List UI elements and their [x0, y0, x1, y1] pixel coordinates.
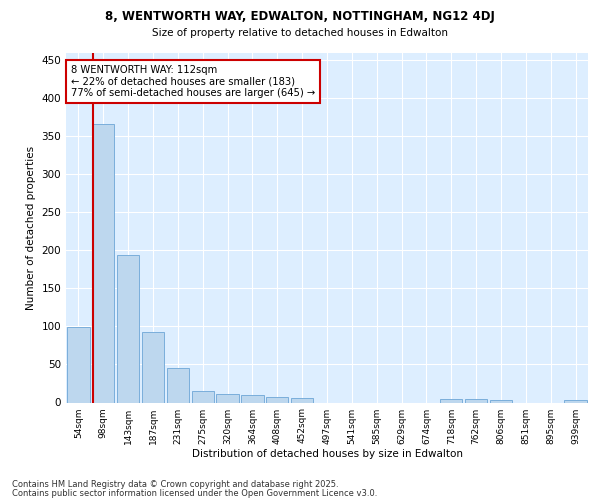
Text: Contains public sector information licensed under the Open Government Licence v3: Contains public sector information licen…: [12, 490, 377, 498]
Text: Contains HM Land Registry data © Crown copyright and database right 2025.: Contains HM Land Registry data © Crown c…: [12, 480, 338, 489]
Bar: [465, 400, 487, 402]
Text: 8 WENTWORTH WAY: 112sqm
← 22% of detached houses are smaller (183)
77% of semi-d: 8 WENTWORTH WAY: 112sqm ← 22% of detache…: [71, 64, 316, 98]
Bar: [241, 395, 263, 402]
Bar: [490, 400, 512, 402]
X-axis label: Distribution of detached houses by size in Edwalton: Distribution of detached houses by size …: [191, 450, 463, 460]
Bar: [191, 391, 214, 402]
Bar: [167, 368, 189, 402]
Bar: [142, 332, 164, 402]
Bar: [117, 255, 139, 402]
Bar: [217, 394, 239, 402]
Bar: [67, 327, 89, 402]
Bar: [440, 398, 463, 402]
Y-axis label: Number of detached properties: Number of detached properties: [26, 146, 36, 310]
Bar: [565, 400, 587, 402]
Bar: [266, 397, 289, 402]
Text: Size of property relative to detached houses in Edwalton: Size of property relative to detached ho…: [152, 28, 448, 38]
Bar: [92, 124, 115, 402]
Text: 8, WENTWORTH WAY, EDWALTON, NOTTINGHAM, NG12 4DJ: 8, WENTWORTH WAY, EDWALTON, NOTTINGHAM, …: [105, 10, 495, 23]
Bar: [291, 398, 313, 402]
